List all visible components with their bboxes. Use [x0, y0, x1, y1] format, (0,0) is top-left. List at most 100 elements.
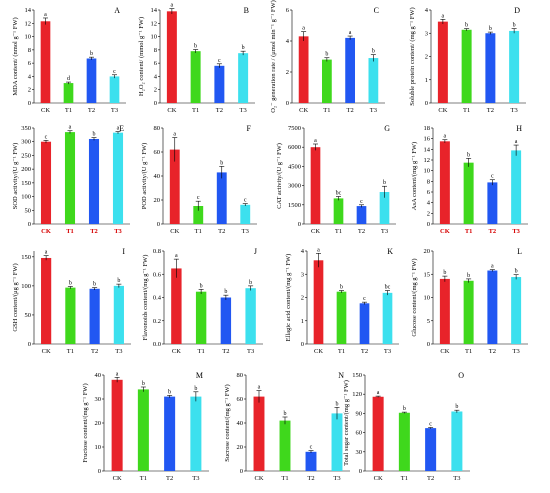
- y-axis-title: Flavonoids content/(mg g⁻¹ FW): [142, 255, 149, 341]
- y-axis-title: SOD activity/(U g⁻¹ FW): [12, 143, 19, 210]
- y-tick-label: 20: [237, 444, 244, 451]
- y-tick-label: 2: [425, 54, 428, 61]
- bar-t2: [485, 33, 496, 103]
- x-tick-label: T1: [66, 228, 74, 235]
- x-tick-label: T3: [453, 475, 460, 482]
- y-tick-label: 2: [28, 87, 31, 94]
- x-tick-label: T1: [465, 228, 473, 235]
- x-tick-label: T1: [140, 475, 147, 482]
- x-tick-label: T3: [384, 348, 391, 355]
- bar-t2: [86, 58, 97, 103]
- y-tick-label: 8: [427, 178, 430, 185]
- x-tick-label: T2: [216, 107, 223, 114]
- bar-t3: [109, 76, 120, 103]
- significance-label: b: [142, 381, 145, 387]
- y-tick-label: 20: [95, 420, 102, 427]
- bar-t2: [356, 206, 367, 224]
- bar-ck: [298, 36, 309, 103]
- panel-letter: D: [514, 6, 520, 15]
- significance-label: c: [363, 296, 366, 302]
- y-tick-label: 30: [356, 449, 363, 456]
- significance-label: b: [284, 411, 287, 417]
- bar-ck: [253, 396, 265, 471]
- y-tick-label: 2: [286, 69, 289, 76]
- bar-t1: [463, 162, 474, 224]
- significance-label: b: [93, 282, 96, 288]
- bar-t3: [245, 288, 256, 344]
- x-tick-label: T2: [218, 228, 225, 235]
- panel-letter: L: [517, 247, 522, 256]
- x-tick-label: T1: [465, 348, 472, 355]
- bar-t1: [463, 280, 474, 344]
- bar-ck: [439, 141, 450, 224]
- bar-t3: [511, 277, 522, 344]
- significance-label: c: [197, 195, 200, 201]
- panel-letter: F: [247, 124, 252, 133]
- y-tick-label: 0: [301, 341, 304, 348]
- significance-label: b: [372, 49, 375, 55]
- y-tick-label: 4: [427, 200, 431, 207]
- significance-label: b: [515, 269, 518, 275]
- x-tick-label: T2: [222, 348, 229, 355]
- bar-t3: [113, 285, 124, 344]
- y-tick-label: 2: [301, 295, 304, 302]
- y-axis-title: Sucrose content/(mg g⁻¹ FW): [224, 384, 231, 461]
- y-axis-title: Total sugar content/(mg g⁻¹ FW): [343, 380, 350, 466]
- panel-letter: G: [384, 124, 390, 133]
- chart-panel-m: 0 10 20 30 40 Fructose content/(mg g⁻¹ FW) Ma C…: [82, 371, 209, 482]
- x-tick-label: CK: [172, 348, 181, 355]
- y-axis-title: O₂⁻ generation rate / (μmol min⁻¹ g⁻¹ FW…: [270, 0, 277, 113]
- bar-t2: [164, 396, 176, 471]
- y-tick-label: 10: [151, 34, 158, 41]
- y-tick-label: 80: [237, 372, 244, 379]
- x-tick-label: T2: [361, 348, 368, 355]
- chart-panel-a: 0 2 4 6 8 10 12 14 MDA content/ (nmol g⁻¹ FW) Aa C…: [12, 6, 126, 114]
- y-tick-label: 10: [25, 34, 32, 41]
- y-tick-label: 30: [95, 396, 102, 403]
- bar-ck: [40, 21, 51, 104]
- y-tick-label: 20: [154, 197, 161, 204]
- bar-t3: [451, 411, 463, 471]
- panel-letter: M: [196, 371, 203, 380]
- y-tick-label: 14: [151, 7, 158, 14]
- y-tick-label: 40: [95, 372, 102, 379]
- x-tick-label: T2: [358, 228, 365, 235]
- x-tick-label: T2: [347, 107, 354, 114]
- bar-t1: [65, 287, 76, 344]
- significance-label: a: [317, 247, 320, 253]
- y-tick-label: 6: [427, 189, 431, 196]
- y-tick-label: 2: [154, 87, 157, 94]
- x-tick-label: T2: [307, 475, 314, 482]
- panel-letter: A: [114, 6, 120, 15]
- y-tick-label: 0.0: [153, 341, 161, 348]
- chart-panel-d: 0 1 2 3 4 Soluble protein content/ (mg g⁻¹ FW…: [409, 6, 526, 114]
- bar-t3: [331, 413, 343, 471]
- x-tick-label: CK: [440, 348, 449, 355]
- bar-ck: [171, 268, 182, 344]
- bar-t2: [220, 297, 232, 344]
- bar-ck: [111, 379, 123, 471]
- panel-letter: E: [119, 124, 124, 133]
- y-tick-label: 4: [286, 38, 290, 45]
- chart-panel-e: 0 50 100 150 200 250 300 350 SOD activity/(U g⁻¹…: [12, 124, 130, 235]
- chart-panel-f: 0 20 40 60 80 POD activity/(U g⁻¹ FW) Fa CK c T1 b…: [141, 124, 257, 235]
- y-tick-label: 4500: [288, 163, 301, 170]
- significance-label: a: [444, 134, 447, 140]
- significance-label: a: [491, 264, 494, 270]
- significance-label: a: [442, 13, 445, 19]
- y-tick-label: 6: [28, 60, 32, 67]
- bar-t3: [509, 30, 520, 103]
- chart-panel-k: 0 1 2 3 4 Ellagic acid content/(mg g⁻¹ FW) Ka C…: [285, 247, 399, 355]
- y-tick-label: 0: [157, 221, 160, 228]
- x-tick-label: T2: [489, 228, 497, 235]
- bar-t2: [487, 182, 498, 224]
- significance-label: c: [310, 445, 313, 451]
- y-axis-title: Soluble protein content/ (mg g⁻¹ FW): [409, 7, 416, 105]
- y-tick-label: 6: [154, 60, 158, 67]
- significance-label: a: [69, 125, 72, 131]
- bar-t1: [461, 29, 472, 104]
- y-tick-label: 5: [427, 318, 430, 325]
- y-tick-label: 12: [25, 20, 32, 27]
